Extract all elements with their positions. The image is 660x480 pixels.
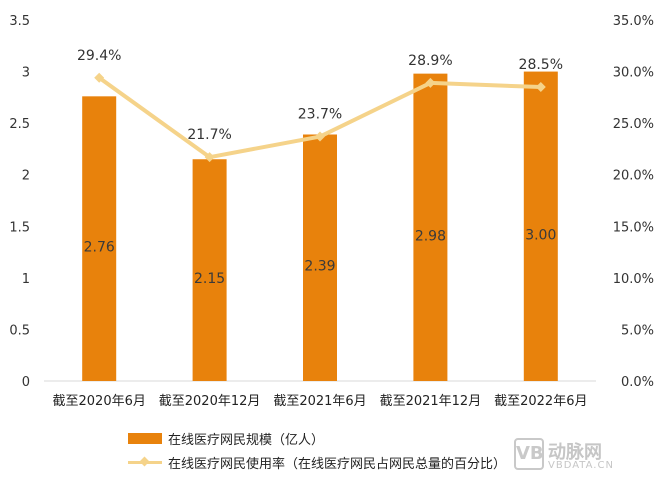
bar-value-label: 2.39	[304, 259, 335, 275]
line-value-label: 28.5%	[519, 57, 563, 73]
x-axis-category-label: 截至2020年12月	[159, 394, 261, 409]
left-y-tick-label: 2.5	[9, 117, 30, 132]
x-axis-category-label: 截至2022年6月	[494, 394, 587, 409]
line-point	[94, 72, 105, 83]
legend-bar-label: 在线医疗网民规模（亿人）	[168, 432, 325, 448]
right-y-tick-label: 20.0%	[613, 169, 654, 184]
legend-item-line: 在线医疗网民使用率（在线医疗网民占网民总量的百分比）	[128, 450, 506, 474]
right-y-tick-label: 30.0%	[613, 66, 654, 81]
line-point	[535, 82, 546, 93]
line-value-label: 23.7%	[298, 107, 342, 123]
bar-series: 2.76 2.15 2.39 2.98 3.00	[82, 71, 558, 382]
left-y-tick-label: 0.5	[9, 323, 30, 338]
bar-value-label: 2.98	[415, 228, 446, 244]
bar-value-label: 2.15	[194, 271, 225, 287]
bar	[192, 159, 227, 381]
right-y-tick-label: 10.0%	[613, 272, 654, 287]
line-point	[204, 152, 215, 163]
line-point	[315, 131, 325, 142]
watermark-name: 动脉网	[548, 442, 602, 463]
right-y-tick-label: 0.0%	[621, 375, 654, 390]
left-y-tick-label: 0	[22, 375, 30, 390]
line-series: 29.4% 21.7% 23.7% 28.9% 28.5%	[77, 48, 563, 163]
right-y-tick-label: 5.0%	[621, 323, 654, 338]
right-y-tick-label: 25.0%	[613, 117, 654, 132]
bar	[82, 96, 117, 381]
left-y-tick-label: 3	[22, 66, 30, 81]
bar-value-label: 2.76	[84, 240, 115, 256]
right-y-axis: 0.0% 5.0% 10.0% 15.0% 20.0% 25.0% 30.0% 35.0%	[613, 14, 654, 390]
bar-value-label: 3.00	[525, 227, 556, 243]
left-y-tick-label: 1	[22, 272, 30, 287]
x-axis-category-label: 截至2021年12月	[380, 394, 482, 409]
x-axis-category-label: 截至2021年6月	[273, 394, 366, 409]
left-y-tick-label: 2	[22, 169, 30, 184]
x-axis-categories: 截至2020年6月 截至2020年12月 截至2021年6月 截至2021年12月 截至…	[53, 394, 588, 409]
legend: 在线医疗网民规模（亿人） 在线医疗网民使用率（在线医疗网民占网民总量的百分比）	[128, 426, 506, 474]
left-y-tick-label: 3.5	[9, 14, 30, 29]
bar	[303, 134, 337, 381]
legend-line-swatch	[128, 456, 162, 468]
x-axis-category-label: 截至2020年6月	[53, 394, 146, 409]
line-value-label: 28.9%	[408, 53, 452, 69]
watermark-site: VBDATA.CN	[548, 460, 614, 471]
legend-line-label: 在线医疗网民使用率（在线医疗网民占网民总量的百分比）	[168, 456, 507, 472]
bar	[413, 73, 448, 382]
right-y-tick-label: 15.0%	[613, 220, 654, 235]
left-y-axis: 0 0.5 1 1.5 2 2.5 3 3.5	[9, 14, 30, 390]
left-y-tick-label: 1.5	[9, 220, 30, 235]
bar	[523, 71, 558, 382]
legend-bar-swatch	[128, 432, 162, 444]
right-y-tick-label: 35.0%	[613, 14, 654, 29]
legend-item-bar: 在线医疗网民规模（亿人）	[128, 426, 506, 450]
line-point	[425, 77, 436, 88]
line-value-label: 29.4%	[77, 48, 121, 64]
line-value-label: 21.7%	[187, 127, 231, 143]
watermark: VB 动脉网 VBDATA.CN	[514, 438, 654, 472]
chart: 0 0.5 1 1.5 2 2.5 3 3.5 0.0% 5.0% 10.0% 15.0% 20.0%…	[9, 14, 654, 409]
watermark-logo: VB	[514, 438, 544, 470]
